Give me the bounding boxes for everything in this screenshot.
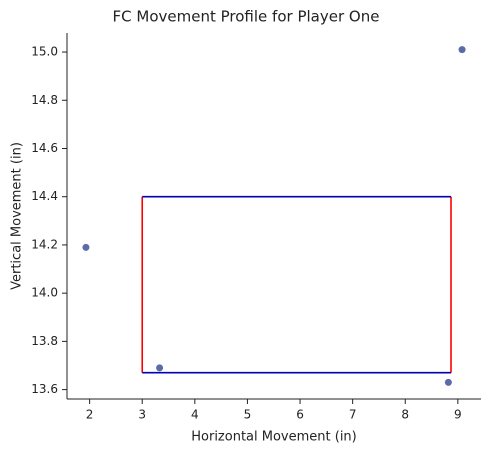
- y-tick-label: 14.6: [31, 141, 58, 155]
- x-tick-label: 4: [191, 408, 199, 422]
- point: [82, 243, 90, 251]
- y-tick-label: 13.6: [31, 382, 58, 396]
- point: [458, 46, 466, 54]
- x-tick-label: 9: [454, 408, 462, 422]
- x-tick-label: 6: [296, 408, 304, 422]
- x-tick-label: 5: [244, 408, 252, 422]
- y-tick-label: 15.0: [31, 45, 58, 59]
- point: [444, 378, 452, 386]
- y-tick-label: 14.0: [31, 286, 58, 300]
- x-tick-label: 2: [86, 408, 94, 422]
- chart-title: FC Movement Profile for Player One: [113, 8, 380, 26]
- x-tick-label: 8: [401, 408, 409, 422]
- x-tick-label: 3: [138, 408, 146, 422]
- y-axis-label: Vertical Movement (in): [10, 142, 25, 290]
- y-tick-label: 14.2: [31, 237, 58, 251]
- x-axis-label: Horizontal Movement (in): [191, 430, 357, 445]
- y-tick-label: 14.8: [31, 93, 58, 107]
- x-tick-label: 7: [349, 408, 357, 422]
- point: [156, 364, 164, 372]
- y-tick-label: 14.4: [31, 189, 58, 203]
- y-tick-label: 13.8: [31, 334, 58, 348]
